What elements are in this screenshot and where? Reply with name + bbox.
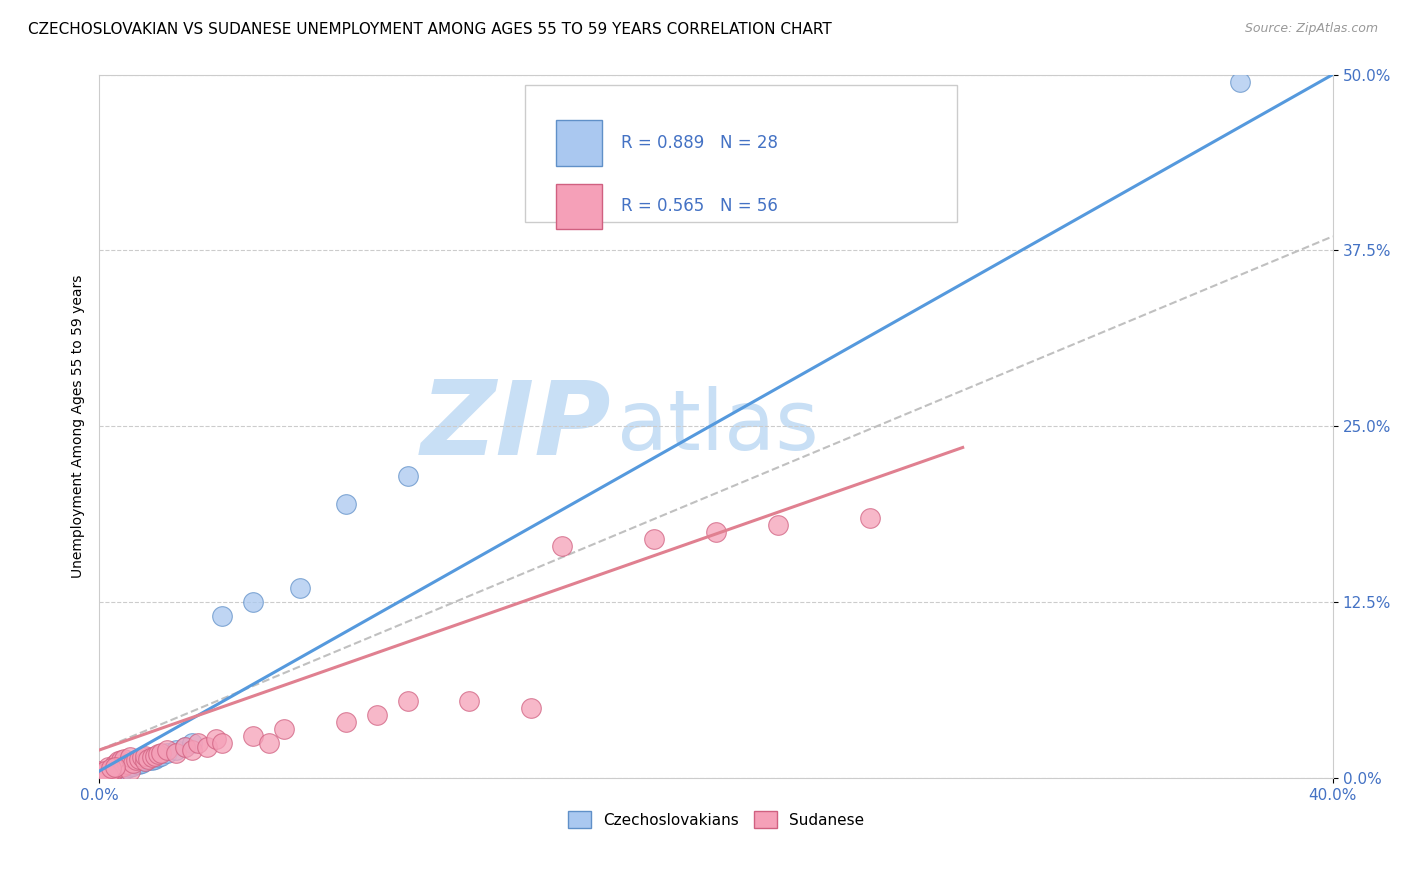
Point bbox=[242, 595, 264, 609]
Point bbox=[110, 760, 132, 774]
Point bbox=[1229, 74, 1251, 88]
Point bbox=[112, 763, 135, 777]
Point bbox=[146, 750, 169, 764]
Point bbox=[211, 609, 233, 624]
Y-axis label: Unemployment Among Ages 55 to 59 years: Unemployment Among Ages 55 to 59 years bbox=[72, 275, 86, 578]
Point bbox=[551, 539, 574, 553]
Point bbox=[257, 736, 280, 750]
Point bbox=[134, 748, 156, 763]
Point bbox=[156, 746, 179, 760]
Point bbox=[174, 740, 197, 755]
Point bbox=[118, 760, 141, 774]
Point bbox=[94, 764, 117, 779]
Point bbox=[180, 743, 202, 757]
Point bbox=[335, 714, 357, 729]
Point bbox=[89, 771, 111, 785]
Point bbox=[143, 751, 166, 765]
Point bbox=[115, 761, 138, 775]
Point bbox=[89, 771, 111, 785]
Point bbox=[107, 755, 129, 769]
Text: CZECHOSLOVAKIAN VS SUDANESE UNEMPLOYMENT AMONG AGES 55 TO 59 YEARS CORRELATION C: CZECHOSLOVAKIAN VS SUDANESE UNEMPLOYMENT… bbox=[28, 22, 832, 37]
Point bbox=[112, 751, 135, 765]
Point bbox=[97, 768, 120, 782]
Point bbox=[141, 753, 163, 767]
Point bbox=[128, 751, 150, 765]
Point bbox=[103, 765, 125, 780]
Point bbox=[91, 767, 114, 781]
Point bbox=[165, 746, 187, 760]
Point bbox=[91, 767, 114, 781]
Point bbox=[110, 764, 132, 779]
Point bbox=[103, 760, 125, 774]
Point bbox=[110, 753, 132, 767]
Point bbox=[174, 740, 197, 755]
Point bbox=[103, 757, 125, 772]
Point bbox=[396, 694, 419, 708]
Point bbox=[112, 758, 135, 772]
Point bbox=[141, 750, 163, 764]
Point bbox=[156, 743, 179, 757]
Point bbox=[288, 581, 311, 595]
Point bbox=[131, 750, 153, 764]
Point bbox=[131, 756, 153, 770]
Point bbox=[146, 747, 169, 762]
Point bbox=[100, 761, 122, 775]
Point bbox=[94, 764, 117, 779]
FancyBboxPatch shape bbox=[524, 85, 956, 222]
Point bbox=[122, 758, 145, 772]
Point bbox=[134, 755, 156, 769]
Legend: Czechoslovakians, Sudanese: Czechoslovakians, Sudanese bbox=[561, 805, 870, 834]
Point bbox=[128, 757, 150, 772]
Bar bbox=[555, 184, 602, 229]
Point bbox=[149, 746, 172, 760]
Point bbox=[273, 722, 295, 736]
Point bbox=[859, 511, 882, 525]
Text: R = 0.565   N = 56: R = 0.565 N = 56 bbox=[621, 197, 778, 216]
Text: atlas: atlas bbox=[617, 386, 820, 467]
Point bbox=[366, 707, 388, 722]
Point bbox=[134, 755, 156, 769]
Point bbox=[187, 736, 209, 750]
Point bbox=[115, 757, 138, 772]
Point bbox=[125, 753, 148, 767]
Point bbox=[180, 736, 202, 750]
Point bbox=[396, 468, 419, 483]
Point bbox=[125, 757, 148, 772]
Point bbox=[458, 694, 481, 708]
Point bbox=[103, 763, 125, 777]
Point bbox=[143, 748, 166, 763]
Text: Source: ZipAtlas.com: Source: ZipAtlas.com bbox=[1244, 22, 1378, 36]
Point bbox=[520, 701, 543, 715]
Point bbox=[89, 771, 111, 785]
Point bbox=[138, 753, 160, 767]
Point bbox=[107, 761, 129, 775]
Point bbox=[89, 764, 111, 779]
Point bbox=[100, 764, 122, 779]
Point bbox=[766, 517, 789, 532]
Point bbox=[165, 743, 187, 757]
Point bbox=[205, 731, 228, 746]
Point bbox=[118, 750, 141, 764]
Point bbox=[122, 756, 145, 770]
Point bbox=[97, 765, 120, 780]
Point bbox=[107, 764, 129, 779]
Point bbox=[149, 748, 172, 763]
Text: ZIP: ZIP bbox=[420, 376, 612, 477]
Bar bbox=[555, 120, 602, 166]
Text: R = 0.889   N = 28: R = 0.889 N = 28 bbox=[621, 134, 778, 153]
Point bbox=[704, 524, 727, 539]
Point bbox=[97, 760, 120, 774]
Point bbox=[211, 736, 233, 750]
Point bbox=[335, 497, 357, 511]
Point bbox=[138, 751, 160, 765]
Point bbox=[643, 532, 665, 546]
Point bbox=[195, 740, 218, 755]
Point bbox=[97, 767, 120, 781]
Point bbox=[118, 764, 141, 779]
Point bbox=[242, 729, 264, 743]
